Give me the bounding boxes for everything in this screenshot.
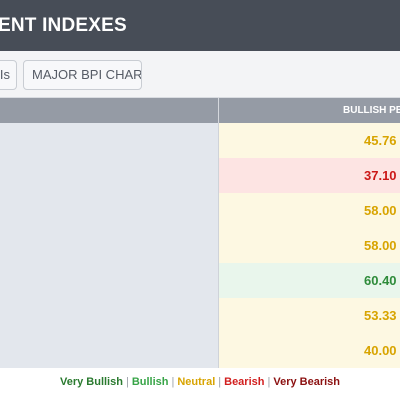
row-value-cell: 53.33 [219,298,400,333]
major-bpi-chart-button[interactable]: MAJOR BPI CHART [23,60,142,90]
row-divider [218,228,219,263]
header-cell-bullish-percent[interactable]: BULLISH PE [343,105,400,116]
legend-neutral: Neutral [177,376,216,388]
legend-bullish: Bullish [131,376,169,388]
header-cell-name [0,98,218,123]
row-name-cell[interactable] [0,158,218,193]
row-divider [218,298,219,333]
table-row[interactable]: 53.33 [0,298,400,333]
table-row[interactable]: 37.10 [0,158,400,193]
table-row[interactable]: 60.40 [0,263,400,298]
table-row[interactable]: 58.00 [0,228,400,263]
row-name-cell[interactable] [0,333,218,368]
row-divider [218,123,219,158]
legend-separator: | [218,376,222,388]
row-value-cell: 58.00 [219,193,400,228]
row-name-cell[interactable] [0,228,218,263]
status-legend: Very Bullish | Bullish | Neutral | Bearish | Ver… [0,372,400,392]
partial-toolbar-button[interactable]: Is [0,60,17,90]
row-divider [218,193,219,228]
page-title: ENT INDEXES [0,15,127,36]
table-row[interactable]: 40.00 [0,333,400,368]
legend-very-bearish: Very Bearish [273,376,340,388]
row-divider [218,263,219,298]
table-header: BULLISH PE [0,98,400,123]
legend-bearish: Bearish [224,376,265,388]
page-title-bar: ENT INDEXES [0,0,400,51]
legend-separator: | [267,376,271,388]
legend-very-bullish: Very Bullish [59,376,123,388]
table-row[interactable]: 58.00 [0,193,400,228]
row-value-cell: 60.40 [219,263,400,298]
row-name-cell[interactable] [0,123,218,158]
row-value-cell: 58.00 [219,228,400,263]
header-divider [218,98,219,123]
legend-separator: | [125,376,129,388]
row-value-cell: 40.00 [219,333,400,368]
legend-separator: | [171,376,175,388]
row-divider [218,158,219,193]
indexes-table: BULLISH PE 45.76 37.10 58.00 58.00 60.40… [0,98,400,371]
row-name-cell[interactable] [0,263,218,298]
row-name-cell[interactable] [0,298,218,333]
row-divider [218,333,219,368]
toolbar: Is MAJOR BPI CHART [0,51,400,98]
row-value-cell: 45.76 [219,123,400,158]
row-name-cell[interactable] [0,193,218,228]
table-row[interactable]: 45.76 [0,123,400,158]
row-value-cell: 37.10 [219,158,400,193]
